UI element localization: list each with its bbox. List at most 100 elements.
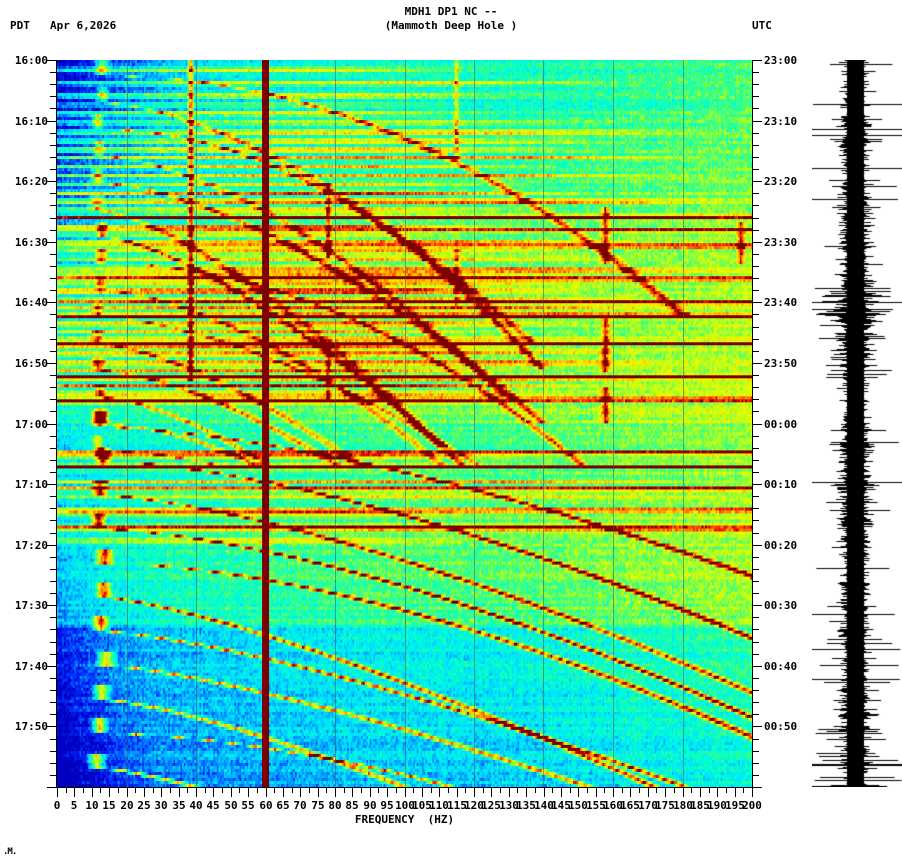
right-minor-tick	[753, 108, 759, 109]
freq-major-tick	[648, 788, 649, 797]
freq-tick-label: 105	[412, 799, 432, 812]
freq-minor-tick	[344, 788, 345, 793]
freq-major-tick	[144, 788, 145, 797]
freq-major-tick	[683, 788, 684, 797]
right-minor-tick	[753, 169, 759, 170]
freq-tick-label: 20	[120, 799, 134, 812]
left-time-tick-label: 16:40	[14, 296, 48, 309]
right-minor-tick	[753, 678, 759, 679]
freq-major-tick	[92, 788, 93, 797]
spectrogram-canvas[interactable]	[57, 60, 752, 787]
right-major-tick	[753, 605, 762, 606]
left-minor-tick	[50, 290, 56, 291]
spectrogram-plot[interactable]	[57, 60, 752, 787]
frequency-axis-title: FREQUENCY (HZ)	[354, 813, 455, 826]
right-minor-tick	[753, 569, 759, 570]
left-minor-tick	[50, 327, 56, 328]
freq-minor-tick	[274, 788, 275, 793]
right-timezone-label: UTC	[752, 19, 772, 32]
left-minor-tick	[50, 218, 56, 219]
left-minor-tick	[50, 569, 56, 570]
right-major-tick	[753, 181, 762, 182]
freq-tick-label: 55	[241, 799, 255, 812]
right-minor-tick	[753, 581, 759, 582]
freq-minor-tick	[570, 788, 571, 793]
freq-minor-tick	[222, 788, 223, 793]
freq-tick-label: 165	[620, 799, 640, 812]
right-major-tick	[753, 302, 762, 303]
freq-tick-label: 140	[534, 799, 554, 812]
left-major-tick	[47, 605, 56, 606]
freq-major-tick	[474, 788, 475, 797]
right-minor-tick	[753, 327, 759, 328]
freq-tick-label: 175	[655, 799, 675, 812]
right-minor-tick	[753, 193, 759, 194]
right-time-tick-label: 23:00	[764, 54, 798, 67]
freq-minor-tick	[83, 788, 84, 793]
freq-tick-label: 65	[276, 799, 290, 812]
freq-major-tick	[196, 788, 197, 797]
right-time-tick-label: 23:10	[764, 115, 798, 128]
freq-tick-label: 160	[603, 799, 623, 812]
freq-major-tick	[352, 788, 353, 797]
freq-minor-tick	[483, 788, 484, 793]
right-time-tick-label: 00:10	[764, 478, 798, 491]
right-minor-tick	[753, 617, 759, 618]
page-title: MDH1 DP1 NC --	[404, 5, 498, 18]
right-minor-tick	[753, 72, 759, 73]
freq-tick-label: 190	[707, 799, 727, 812]
left-minor-tick	[50, 508, 56, 509]
freq-major-tick	[387, 788, 388, 797]
freq-tick-label: 75	[311, 799, 325, 812]
freq-major-tick	[509, 788, 510, 797]
left-time-tick-label: 16:30	[14, 236, 48, 249]
freq-major-tick	[74, 788, 75, 797]
freq-minor-tick	[309, 788, 310, 793]
right-minor-tick	[753, 702, 759, 703]
freq-major-tick	[613, 788, 614, 797]
freq-major-tick	[526, 788, 527, 797]
left-time-tick-label: 16:50	[14, 357, 48, 370]
freq-minor-tick	[378, 788, 379, 793]
right-major-tick	[753, 363, 762, 364]
left-major-tick	[47, 121, 56, 122]
right-time-tick-label: 00:00	[764, 418, 798, 431]
left-minor-tick	[50, 690, 56, 691]
left-minor-tick	[50, 763, 56, 764]
freq-minor-tick	[361, 788, 362, 793]
freq-minor-tick	[100, 788, 101, 793]
left-minor-tick	[50, 617, 56, 618]
right-minor-tick	[753, 339, 759, 340]
right-major-tick	[753, 484, 762, 485]
freq-minor-tick	[66, 788, 67, 793]
freq-major-tick	[335, 788, 336, 797]
freq-minor-tick	[709, 788, 710, 793]
freq-minor-tick	[292, 788, 293, 793]
freq-minor-tick	[153, 788, 154, 793]
left-minor-tick	[50, 96, 56, 97]
left-minor-tick	[50, 751, 56, 752]
freq-tick-label: 35	[172, 799, 186, 812]
left-minor-tick	[50, 775, 56, 776]
right-minor-tick	[753, 436, 759, 437]
freq-tick-label: 110	[429, 799, 449, 812]
left-minor-tick	[50, 460, 56, 461]
left-time-tick-label: 16:20	[14, 175, 48, 188]
freq-minor-tick	[118, 788, 119, 793]
seismogram-canvas	[812, 60, 902, 787]
right-minor-tick	[753, 642, 759, 643]
freq-major-tick	[300, 788, 301, 797]
freq-minor-tick	[517, 788, 518, 793]
freq-minor-tick	[500, 788, 501, 793]
freq-minor-tick	[587, 788, 588, 793]
freq-tick-label: 170	[638, 799, 658, 812]
freq-major-tick	[318, 788, 319, 797]
right-minor-tick	[753, 387, 759, 388]
freq-tick-label: 5	[70, 799, 78, 812]
freq-major-tick	[491, 788, 492, 797]
freq-minor-tick	[396, 788, 397, 793]
freq-minor-tick	[535, 788, 536, 793]
freq-major-tick	[422, 788, 423, 797]
freq-minor-tick	[743, 788, 744, 793]
right-time-tick-label: 23:40	[764, 296, 798, 309]
